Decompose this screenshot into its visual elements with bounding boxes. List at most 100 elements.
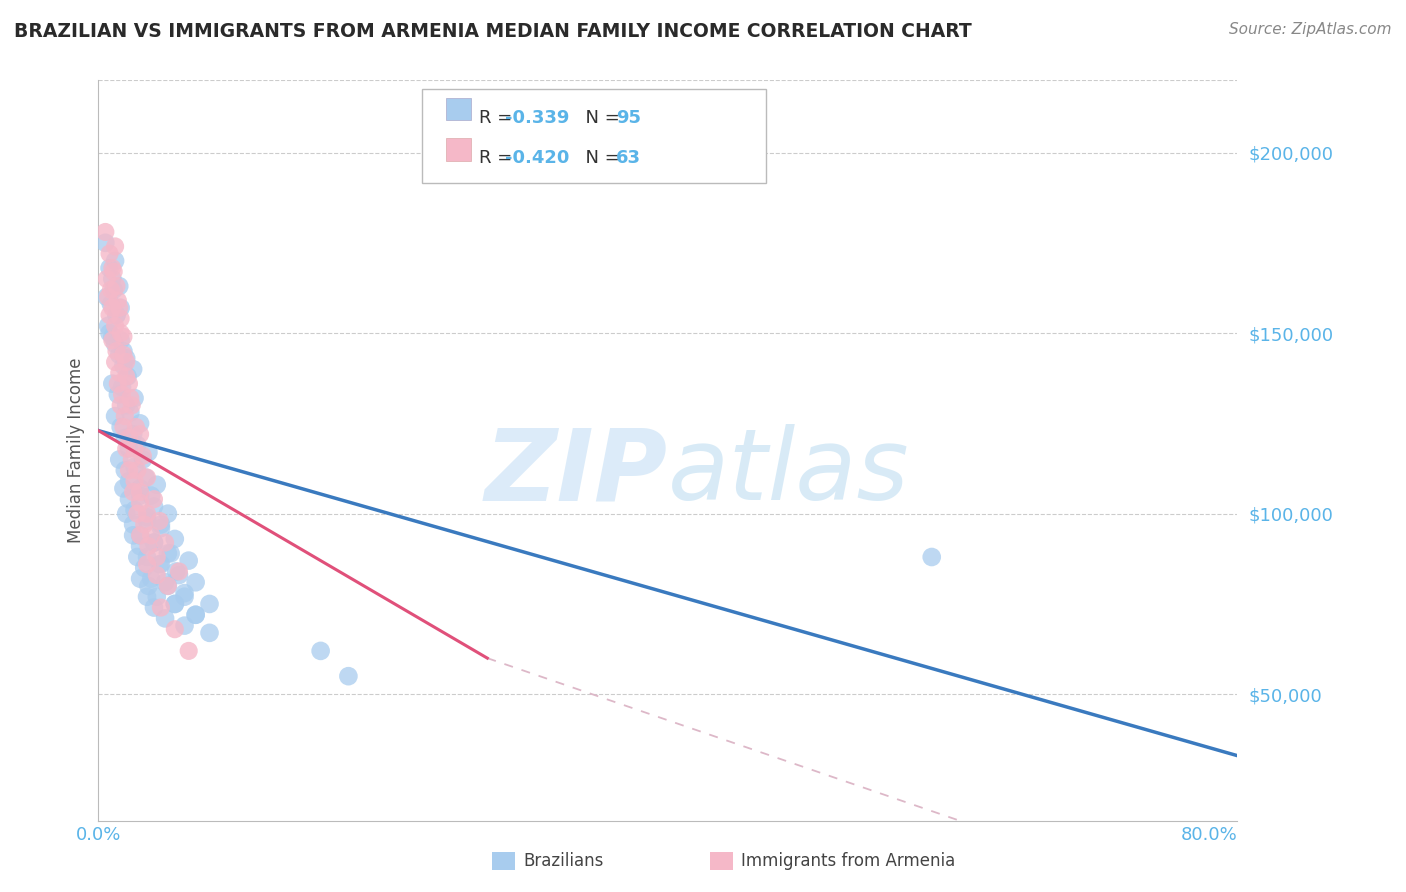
Text: -0.339: -0.339 bbox=[505, 109, 569, 127]
Point bbox=[143, 535, 166, 549]
Point bbox=[100, 297, 122, 311]
Point bbox=[138, 539, 160, 553]
Text: ZIP: ZIP bbox=[485, 425, 668, 521]
Point bbox=[134, 561, 156, 575]
Point bbox=[104, 318, 127, 333]
Point bbox=[101, 334, 124, 348]
Point bbox=[143, 600, 166, 615]
Point bbox=[115, 351, 138, 366]
Point bbox=[129, 427, 152, 442]
Point bbox=[184, 607, 207, 622]
Point bbox=[153, 611, 176, 625]
Text: R =: R = bbox=[479, 109, 519, 127]
Text: atlas: atlas bbox=[668, 425, 910, 521]
Point bbox=[127, 463, 149, 477]
Point bbox=[149, 521, 172, 535]
Point bbox=[163, 532, 186, 546]
Point bbox=[141, 489, 163, 503]
Point bbox=[136, 549, 159, 564]
Point bbox=[112, 359, 135, 373]
Point bbox=[156, 507, 179, 521]
Point bbox=[118, 463, 141, 477]
Point bbox=[141, 572, 163, 586]
Point bbox=[104, 355, 127, 369]
Point bbox=[136, 514, 159, 528]
Point bbox=[136, 510, 159, 524]
Point bbox=[124, 474, 146, 488]
Point bbox=[124, 391, 146, 405]
Point bbox=[337, 669, 360, 683]
Point bbox=[112, 329, 135, 343]
Point bbox=[115, 398, 138, 412]
Point bbox=[104, 239, 127, 253]
Point bbox=[108, 366, 131, 380]
Point bbox=[118, 431, 141, 445]
Point bbox=[129, 485, 152, 500]
Point bbox=[94, 225, 117, 239]
Point bbox=[115, 442, 138, 456]
Point bbox=[129, 482, 152, 496]
Point bbox=[108, 279, 131, 293]
Point bbox=[98, 326, 121, 340]
Point bbox=[107, 293, 129, 308]
Text: BRAZILIAN VS IMMIGRANTS FROM ARMENIA MEDIAN FAMILY INCOME CORRELATION CHART: BRAZILIAN VS IMMIGRANTS FROM ARMENIA MED… bbox=[14, 22, 972, 41]
Point bbox=[138, 579, 160, 593]
Point bbox=[111, 387, 134, 401]
Point bbox=[124, 442, 146, 456]
Point bbox=[114, 463, 136, 477]
Point bbox=[105, 308, 128, 322]
Point bbox=[143, 492, 166, 507]
Point bbox=[112, 482, 135, 496]
Point bbox=[177, 553, 200, 567]
Point bbox=[136, 507, 159, 521]
Text: N =: N = bbox=[574, 149, 626, 167]
Point bbox=[148, 514, 170, 528]
Point bbox=[120, 405, 142, 419]
Text: Brazilians: Brazilians bbox=[523, 852, 603, 870]
Point bbox=[149, 558, 172, 572]
Point bbox=[114, 409, 136, 424]
Point bbox=[105, 308, 128, 322]
Point bbox=[124, 503, 146, 517]
Point bbox=[101, 329, 124, 343]
Point bbox=[120, 391, 142, 405]
Point bbox=[129, 539, 152, 553]
Point bbox=[122, 362, 145, 376]
Point bbox=[122, 528, 145, 542]
Point bbox=[132, 452, 155, 467]
Point bbox=[108, 452, 131, 467]
Point bbox=[110, 311, 132, 326]
Point bbox=[159, 546, 181, 560]
Point bbox=[101, 261, 124, 276]
Point bbox=[127, 438, 149, 452]
Point bbox=[163, 597, 186, 611]
Point bbox=[104, 409, 127, 424]
Point bbox=[96, 272, 118, 286]
Point bbox=[115, 369, 138, 384]
Point bbox=[153, 535, 176, 549]
Point bbox=[118, 376, 141, 391]
Point bbox=[136, 558, 159, 572]
Point bbox=[165, 565, 187, 579]
Point bbox=[98, 308, 121, 322]
Point bbox=[118, 474, 141, 488]
Point bbox=[145, 568, 167, 582]
Point bbox=[163, 597, 186, 611]
Point bbox=[145, 590, 167, 604]
Point bbox=[118, 442, 141, 456]
Point bbox=[129, 572, 152, 586]
Point bbox=[121, 452, 143, 467]
Point bbox=[129, 528, 152, 542]
Point bbox=[122, 427, 145, 442]
Point bbox=[110, 334, 132, 348]
Point bbox=[107, 376, 129, 391]
Point bbox=[117, 369, 139, 384]
Text: R =: R = bbox=[479, 149, 519, 167]
Point bbox=[129, 528, 152, 542]
Point bbox=[149, 600, 172, 615]
Point bbox=[309, 644, 332, 658]
Point bbox=[135, 470, 157, 484]
Point bbox=[110, 301, 132, 315]
Point bbox=[173, 590, 195, 604]
Point bbox=[122, 485, 145, 500]
